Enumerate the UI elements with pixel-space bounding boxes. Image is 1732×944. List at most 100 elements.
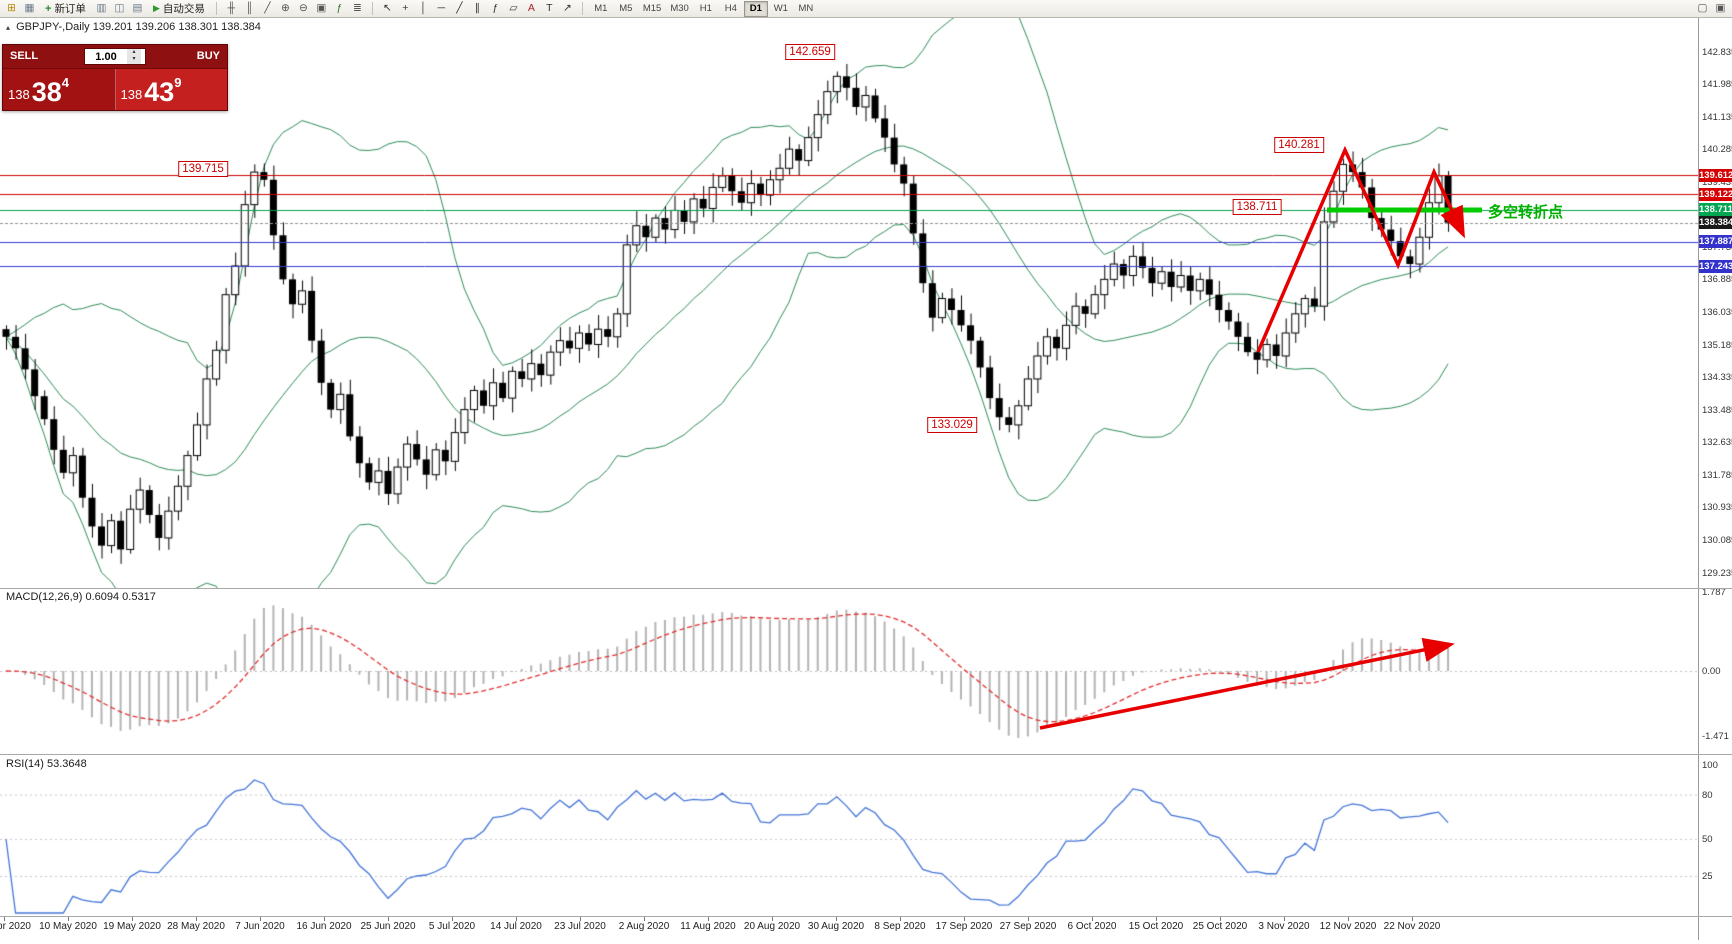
- time-axis-label: 15 Oct 2020: [1128, 921, 1184, 932]
- time-axis-label: 14 Jul 2020: [490, 921, 542, 932]
- time-axis-label: 16 Jun 2020: [296, 921, 352, 932]
- time-axis-tick: [1092, 917, 1093, 921]
- autotrade-button[interactable]: ▶ 自动交易: [148, 1, 210, 16]
- channel-icon[interactable]: ∥: [474, 2, 480, 14]
- toolbar-separator: [581, 2, 583, 15]
- volume-spinner: ▴ ▾: [127, 49, 141, 64]
- main-chart-canvas[interactable]: [0, 18, 1698, 588]
- panel-separator[interactable]: [0, 588, 1732, 589]
- timeframe-button-m15[interactable]: M15: [642, 2, 662, 14]
- rsi-canvas[interactable]: [0, 755, 1698, 916]
- price-axis-label: 139.435: [1702, 176, 1732, 188]
- price-axis[interactable]: [1699, 18, 1732, 917]
- timeframe-button-m30[interactable]: M30: [670, 2, 689, 14]
- new-order-button[interactable]: + 新订单: [40, 1, 91, 16]
- zoom-in-icon[interactable]: ⊕: [280, 2, 290, 14]
- vline-icon[interactable]: │: [420, 2, 427, 14]
- toolbar-separator: [215, 2, 217, 15]
- new-order-plus-icon: +: [45, 2, 52, 15]
- macd-canvas[interactable]: [0, 589, 1698, 754]
- candle-chart-icon[interactable]: ║: [245, 2, 254, 14]
- time-axis-label: 27 Sep 2020: [999, 921, 1057, 932]
- time-axis-label: 7 Jun 2020: [235, 921, 285, 932]
- price-callout[interactable]: 139.715: [178, 161, 228, 177]
- fibonacci-icon[interactable]: ƒ: [492, 2, 499, 14]
- crosshair-icon[interactable]: +: [402, 2, 409, 14]
- time-axis-tick: [1348, 917, 1349, 921]
- price-axis-label: 135.185: [1702, 339, 1732, 351]
- timeframe-button-m5[interactable]: M5: [619, 2, 633, 14]
- buy-price[interactable]: 138 43 9: [115, 69, 227, 110]
- data-window-icon[interactable]: ◫: [114, 2, 125, 14]
- time-axis[interactable]: [0, 917, 1732, 942]
- sell-button[interactable]: SELL: [10, 50, 39, 62]
- text-icon[interactable]: A: [527, 2, 535, 14]
- new-order-label: 新订单: [54, 3, 86, 15]
- macd-axis-label: 1.787: [1702, 587, 1726, 598]
- indicators-icon[interactable]: ƒ: [336, 2, 343, 14]
- rsi-axis-label: 50: [1702, 834, 1713, 845]
- price-tag: 137.243: [1699, 259, 1732, 273]
- market-watch-icon[interactable]: ▥: [96, 2, 107, 14]
- navigator-icon[interactable]: ▤: [132, 2, 143, 14]
- line-chart-icon[interactable]: ╱: [264, 2, 271, 14]
- panel-separator[interactable]: [0, 754, 1732, 755]
- hline-icon[interactable]: ─: [437, 2, 446, 14]
- text-label-icon[interactable]: T: [546, 2, 553, 14]
- time-axis-label: 28 May 2020: [167, 921, 225, 932]
- timeframe-button-d1[interactable]: D1: [743, 0, 768, 17]
- price-axis-label: 134.335: [1702, 372, 1732, 384]
- tile-windows-icon[interactable]: ▣: [316, 2, 327, 14]
- volume-input[interactable]: [85, 49, 127, 64]
- chart-title: ▴ GBPJPY-,Daily 139.201 139.206 138.301 …: [6, 21, 261, 33]
- time-axis-tick: [1412, 917, 1413, 921]
- timeframe-button-h4[interactable]: H4: [724, 2, 737, 14]
- macd-axis-label: -1.471: [1702, 731, 1729, 743]
- time-axis-label: 22 Nov 2020: [1383, 921, 1441, 932]
- turning-point-label[interactable]: 多空转折点: [1488, 204, 1564, 221]
- rsi-axis-label: 80: [1702, 789, 1713, 801]
- price-divider: [114, 69, 116, 110]
- time-axis-tick: [260, 917, 261, 921]
- bar-chart-icon[interactable]: ╫: [227, 2, 236, 14]
- templates-icon[interactable]: ≣: [352, 2, 362, 14]
- zoom-out-icon[interactable]: ⊖: [298, 2, 308, 14]
- price-callout[interactable]: 138.711: [1232, 199, 1282, 215]
- autotrade-label: 自动交易: [162, 3, 205, 15]
- time-axis-label: 23 Jul 2020: [554, 921, 606, 932]
- timeframe-button-h1[interactable]: H1: [699, 2, 712, 14]
- timeframe-button-m1[interactable]: M1: [594, 2, 608, 14]
- sell-price[interactable]: 138 38 4: [3, 69, 115, 110]
- price-tag: 139.612: [1699, 168, 1732, 182]
- collapse-panel-icon[interactable]: ▴: [6, 23, 11, 32]
- buy-button[interactable]: BUY: [196, 50, 220, 62]
- price-axis-label: 133.485: [1702, 404, 1732, 416]
- time-axis-tick: [1028, 917, 1029, 921]
- time-axis-label: 19 May 2020: [103, 921, 161, 932]
- rsi-axis-label: 25: [1702, 871, 1713, 882]
- time-axis-tick: [644, 917, 645, 921]
- time-axis-tick: [324, 917, 325, 921]
- volume-down-button[interactable]: ▾: [132, 56, 136, 62]
- price-callout[interactable]: 133.029: [927, 417, 977, 433]
- chart-ohlc: 139.201 139.206 138.301 138.384: [92, 21, 261, 33]
- fullscreen-icon[interactable]: ▣: [1715, 2, 1726, 14]
- time-axis-label: 3 Nov 2020: [1258, 921, 1310, 932]
- price-tag: 139.122: [1699, 187, 1732, 201]
- arrows-icon[interactable]: ↗: [562, 2, 572, 14]
- price-callout[interactable]: 140.281: [1274, 137, 1324, 153]
- price-tag: 138.711: [1699, 203, 1732, 217]
- cursor-icon[interactable]: ↖: [382, 2, 392, 14]
- volume-up-button[interactable]: ▴: [132, 49, 136, 55]
- profiles-icon[interactable]: ▦: [24, 2, 35, 14]
- shapes-icon[interactable]: ▱: [509, 2, 518, 14]
- trendline-icon[interactable]: ╱: [456, 2, 463, 14]
- panel-separator[interactable]: [0, 916, 1732, 917]
- toolbar-separator: [371, 2, 373, 15]
- timeframe-button-mn[interactable]: MN: [798, 2, 814, 14]
- timeframe-button-w1[interactable]: W1: [773, 2, 788, 14]
- price-axis-label: 141.985: [1702, 79, 1732, 91]
- chart-window-icon[interactable]: ▢: [1697, 2, 1708, 14]
- new-chart-icon[interactable]: ⊞: [7, 2, 16, 14]
- price-callout[interactable]: 142.659: [785, 44, 835, 60]
